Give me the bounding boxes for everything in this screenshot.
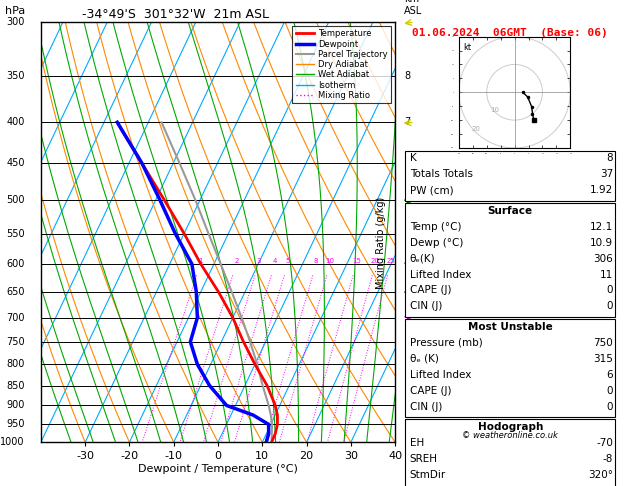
Text: 320°: 320° — [588, 469, 613, 480]
Text: 600: 600 — [6, 259, 25, 269]
Text: 750: 750 — [593, 338, 613, 347]
Text: 950: 950 — [6, 419, 25, 429]
Bar — [405, 319, 615, 417]
Text: 11: 11 — [600, 270, 613, 279]
Text: 10: 10 — [326, 258, 335, 264]
Text: PW (cm): PW (cm) — [409, 186, 454, 195]
Text: 900: 900 — [6, 400, 25, 411]
X-axis label: Dewpoint / Temperature (°C): Dewpoint / Temperature (°C) — [138, 464, 298, 474]
Text: km
ASL: km ASL — [404, 0, 422, 16]
Bar — [405, 203, 615, 316]
Text: 12.1: 12.1 — [590, 222, 613, 232]
Text: LCL: LCL — [404, 419, 422, 429]
Text: 15: 15 — [352, 258, 360, 264]
Text: -8: -8 — [603, 453, 613, 464]
Text: 5: 5 — [404, 228, 410, 239]
Text: 350: 350 — [6, 70, 25, 81]
Text: 1: 1 — [404, 400, 410, 411]
Text: CIN (J): CIN (J) — [409, 401, 442, 412]
Text: 4: 4 — [404, 287, 410, 297]
Text: 4: 4 — [272, 258, 277, 264]
Text: 450: 450 — [6, 158, 25, 169]
Text: Surface: Surface — [487, 206, 533, 216]
Text: 650: 650 — [6, 287, 25, 297]
Text: 3: 3 — [256, 258, 261, 264]
Bar — [405, 419, 615, 486]
Text: 1000: 1000 — [1, 437, 25, 447]
Title: -34°49'S  301°32'W  21m ASL: -34°49'S 301°32'W 21m ASL — [82, 8, 269, 21]
Text: hPa: hPa — [4, 5, 25, 16]
Text: 6: 6 — [404, 195, 410, 205]
Text: EH: EH — [409, 438, 424, 448]
Text: 300: 300 — [6, 17, 25, 27]
Text: StmDir: StmDir — [409, 469, 446, 480]
Text: 850: 850 — [6, 381, 25, 391]
Text: 5: 5 — [286, 258, 290, 264]
Text: Lifted Index: Lifted Index — [409, 369, 471, 380]
Text: SREH: SREH — [409, 453, 438, 464]
Text: Pressure (mb): Pressure (mb) — [409, 338, 482, 347]
Text: Totals Totals: Totals Totals — [409, 170, 472, 179]
Text: Lifted Index: Lifted Index — [409, 270, 471, 279]
Text: 10.9: 10.9 — [590, 238, 613, 247]
Text: 800: 800 — [6, 359, 25, 369]
Text: 2: 2 — [404, 359, 410, 369]
Text: θₑ (K): θₑ (K) — [409, 354, 438, 364]
Text: Dewp (°C): Dewp (°C) — [409, 238, 463, 247]
Text: 0: 0 — [606, 385, 613, 396]
Text: 6: 6 — [606, 369, 613, 380]
Text: 20: 20 — [371, 258, 380, 264]
Text: Hodograph: Hodograph — [477, 422, 543, 432]
Text: Temp (°C): Temp (°C) — [409, 222, 461, 232]
Text: Most Unstable: Most Unstable — [468, 322, 553, 331]
Text: 306: 306 — [593, 254, 613, 263]
Text: CAPE (J): CAPE (J) — [409, 285, 451, 295]
Text: 3: 3 — [404, 312, 410, 323]
Text: 1.92: 1.92 — [590, 186, 613, 195]
Text: θₑ(K): θₑ(K) — [409, 254, 435, 263]
Text: 8: 8 — [404, 70, 410, 81]
Text: 500: 500 — [6, 195, 25, 205]
Text: 0: 0 — [606, 301, 613, 312]
Legend: Temperature, Dewpoint, Parcel Trajectory, Dry Adiabat, Wet Adiabat, Isotherm, Mi: Temperature, Dewpoint, Parcel Trajectory… — [292, 26, 391, 103]
Text: CIN (J): CIN (J) — [409, 301, 442, 312]
Text: 0: 0 — [606, 401, 613, 412]
Text: Mixing Ratio (g/kg): Mixing Ratio (g/kg) — [376, 197, 386, 289]
Text: 37: 37 — [600, 170, 613, 179]
Text: 2: 2 — [234, 258, 238, 264]
Text: 750: 750 — [6, 337, 25, 347]
Text: 01.06.2024  06GMT  (Base: 06): 01.06.2024 06GMT (Base: 06) — [413, 28, 608, 38]
Text: 25: 25 — [386, 258, 395, 264]
Text: 0: 0 — [606, 285, 613, 295]
Bar — [405, 151, 615, 201]
Text: 550: 550 — [6, 228, 25, 239]
Text: 400: 400 — [6, 117, 25, 127]
Text: 7: 7 — [404, 117, 410, 127]
Text: -70: -70 — [596, 438, 613, 448]
Text: K: K — [409, 154, 416, 163]
Text: 700: 700 — [6, 312, 25, 323]
Text: © weatheronline.co.uk: © weatheronline.co.uk — [462, 431, 558, 440]
Text: CAPE (J): CAPE (J) — [409, 385, 451, 396]
Text: 8: 8 — [606, 154, 613, 163]
Text: 315: 315 — [593, 354, 613, 364]
Text: 1: 1 — [198, 258, 203, 264]
Text: 8: 8 — [314, 258, 318, 264]
